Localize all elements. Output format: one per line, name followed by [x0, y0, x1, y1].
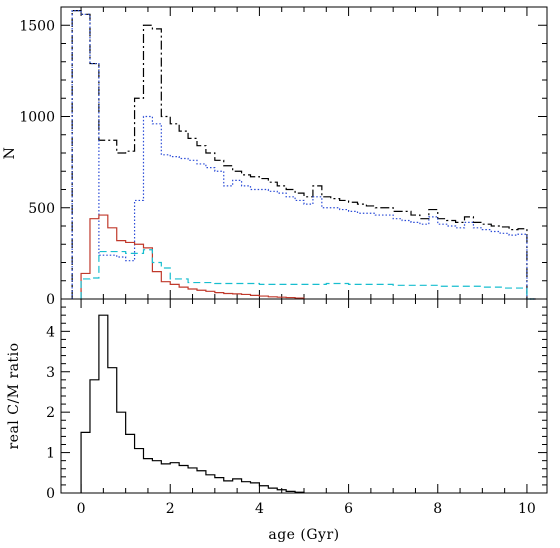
top-series-3-solid-line [80, 214, 305, 299]
y-tick-label: 1 [46, 446, 55, 462]
y-tick-label: 500 [28, 201, 55, 217]
top-panel-frame [60, 6, 548, 300]
y-tick-label: 4 [46, 324, 55, 340]
top-ticks [61, 6, 547, 300]
bottom-panel: 0 1 2 3 4 0 2 4 6 8 10 real C/M ratio age (Gyr) [6, 298, 548, 543]
top-y-axis-label: N [2, 147, 18, 160]
bottom-series-group [80, 314, 305, 493]
x-tick-label: 10 [518, 501, 536, 517]
x-tick-label: 2 [166, 501, 175, 517]
bottom-tick-labels: 0 1 2 3 4 0 2 4 6 8 10 [46, 324, 536, 517]
x-tick-label: 0 [77, 501, 86, 517]
y-tick-label: 2 [46, 405, 55, 421]
bottom-series-1-solid-line [80, 314, 305, 493]
x-tick-label: 8 [433, 501, 442, 517]
y-tick-label: 1000 [19, 110, 55, 126]
top-tick-labels: 0 500 1000 1500 [19, 18, 55, 308]
top-series-1-dash-dot-line [71, 10, 536, 300]
top-series-2-dotted-line [71, 10, 536, 300]
top-panel: 0 500 1000 1500 N [2, 6, 548, 308]
y-tick-label: 0 [46, 292, 55, 308]
top-series-group [71, 10, 536, 300]
bottom-ticks [61, 298, 547, 494]
y-tick-label: 3 [46, 365, 55, 381]
top-series-4-dashed-line [80, 249, 536, 300]
x-axis-label: age (Gyr) [268, 527, 339, 543]
bottom-panel-frame [60, 298, 548, 494]
bottom-y-axis-label: real C/M ratio [6, 342, 22, 449]
y-tick-label: 0 [46, 486, 55, 502]
x-tick-label: 6 [344, 501, 353, 517]
x-tick-label: 4 [255, 501, 264, 517]
y-tick-label: 1500 [19, 18, 55, 34]
